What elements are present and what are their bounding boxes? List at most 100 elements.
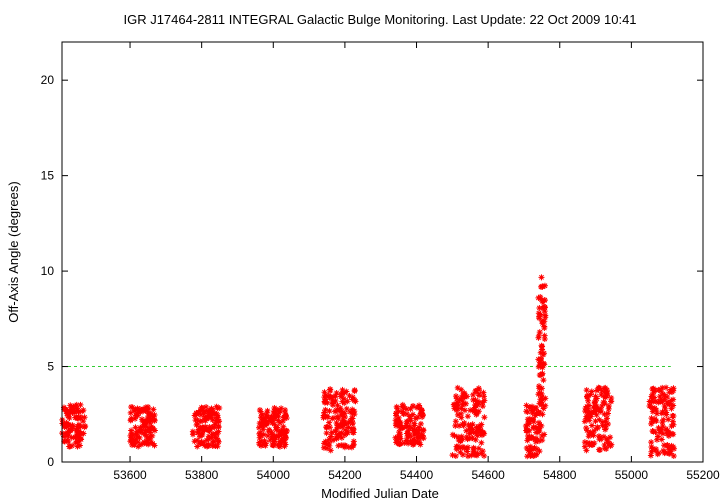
data-point xyxy=(411,431,418,438)
data-point xyxy=(536,313,543,320)
data-point xyxy=(333,419,340,426)
data-point xyxy=(595,406,602,413)
data-point xyxy=(650,385,657,392)
data-point xyxy=(452,422,459,429)
data-point xyxy=(199,417,206,424)
data-point xyxy=(334,413,341,420)
data-point xyxy=(419,413,426,420)
data-point xyxy=(206,427,213,434)
data-point xyxy=(451,401,458,408)
data-point xyxy=(64,429,71,436)
x-tick-label: 54400 xyxy=(400,468,434,482)
data-point xyxy=(602,426,609,433)
data-point xyxy=(280,427,287,434)
data-point xyxy=(602,421,609,428)
data-point xyxy=(463,433,470,440)
data-point xyxy=(409,411,416,418)
data-point xyxy=(526,420,533,427)
data-point xyxy=(533,451,540,458)
data-point xyxy=(584,427,591,434)
data-point xyxy=(668,405,675,412)
data-point xyxy=(473,387,480,394)
data-point xyxy=(473,424,480,431)
data-point xyxy=(345,424,352,431)
data-point xyxy=(213,414,220,421)
data-point xyxy=(403,418,410,425)
data-point xyxy=(270,409,277,416)
data-point xyxy=(475,408,482,415)
data-point xyxy=(263,409,270,416)
data-point xyxy=(455,433,462,440)
data-point xyxy=(81,414,88,421)
data-point xyxy=(396,429,403,436)
data-point xyxy=(654,433,661,440)
y-tick-label: 10 xyxy=(41,264,55,278)
data-point xyxy=(136,434,143,441)
data-point xyxy=(323,430,330,437)
data-point xyxy=(588,422,595,429)
data-point xyxy=(458,433,465,440)
data-point xyxy=(334,402,341,409)
data-point xyxy=(588,409,595,416)
data-point xyxy=(258,442,265,449)
data-point xyxy=(539,305,546,312)
data-point xyxy=(82,423,89,430)
data-point xyxy=(410,441,417,448)
data-point xyxy=(649,408,656,415)
data-point xyxy=(329,415,336,422)
data-point xyxy=(257,408,264,415)
data-point xyxy=(593,387,600,394)
data-points-layer xyxy=(59,274,678,460)
data-point xyxy=(648,448,655,455)
data-point xyxy=(135,443,142,450)
data-point xyxy=(403,424,410,431)
x-tick-label: 54000 xyxy=(257,468,291,482)
data-point xyxy=(665,444,672,451)
data-point xyxy=(404,411,411,418)
data-point xyxy=(396,423,403,430)
data-point xyxy=(538,274,545,281)
data-point xyxy=(281,414,288,421)
data-point xyxy=(397,435,404,442)
data-point xyxy=(537,349,544,356)
data-point xyxy=(195,429,202,436)
data-point xyxy=(539,437,546,444)
data-point xyxy=(62,430,69,437)
data-point xyxy=(281,439,288,446)
data-point xyxy=(143,418,150,425)
data-point xyxy=(137,406,144,413)
data-point xyxy=(275,413,282,420)
x-tick-label: 54200 xyxy=(328,468,362,482)
data-point xyxy=(454,405,461,412)
data-point xyxy=(648,398,655,405)
data-point xyxy=(651,405,658,412)
data-point xyxy=(472,436,479,443)
data-point xyxy=(266,417,273,424)
data-point xyxy=(420,427,427,434)
data-point xyxy=(536,389,543,396)
data-point xyxy=(194,416,201,423)
data-point xyxy=(662,405,669,412)
data-point xyxy=(322,406,329,413)
data-point xyxy=(467,426,474,433)
data-point xyxy=(456,397,463,404)
data-point xyxy=(76,442,83,449)
data-point xyxy=(67,443,74,450)
data-point xyxy=(282,430,289,437)
data-point xyxy=(260,426,267,433)
data-point xyxy=(340,395,347,402)
data-point xyxy=(458,386,465,393)
data-point xyxy=(608,394,615,401)
data-point xyxy=(209,417,216,424)
data-point xyxy=(262,417,269,424)
data-point xyxy=(660,390,667,397)
data-point xyxy=(282,412,289,419)
data-point xyxy=(661,450,668,457)
data-point xyxy=(449,431,456,438)
data-point xyxy=(64,433,71,440)
data-point xyxy=(536,304,543,311)
data-point xyxy=(653,417,660,424)
data-point xyxy=(257,414,264,421)
data-point xyxy=(587,391,594,398)
data-point xyxy=(404,434,411,441)
